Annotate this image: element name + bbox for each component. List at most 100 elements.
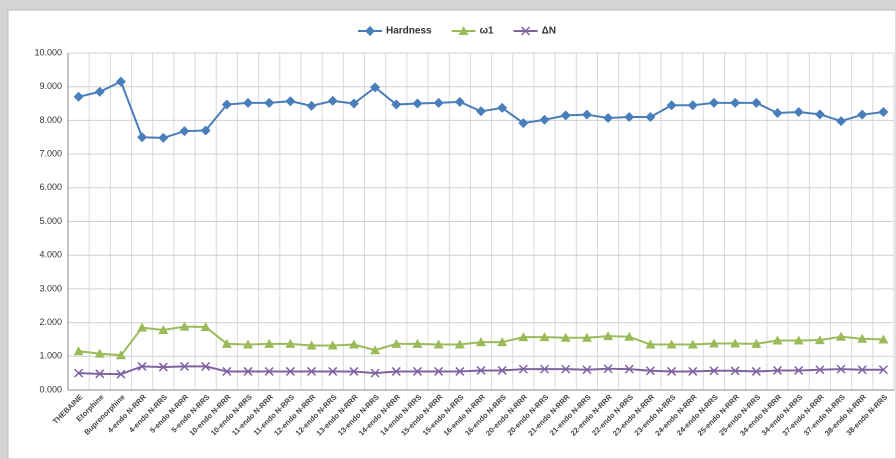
marker-triangle: [73, 346, 84, 356]
marker-triangle: [539, 332, 550, 342]
marker-diamond: [285, 96, 296, 107]
marker-diamond: [454, 96, 465, 107]
marker-cross: [688, 366, 698, 376]
marker-diamond: [793, 106, 804, 117]
marker-cross: [878, 365, 888, 375]
marker-triangle: [878, 334, 889, 344]
marker-triangle: [666, 339, 677, 349]
marker-cross: [772, 365, 783, 375]
marker-cross: [307, 366, 317, 376]
marker-cross: [857, 365, 867, 375]
marker-triangle: [391, 338, 402, 348]
y-tick-label: 3.000: [39, 283, 62, 293]
y-tick-label: 6.000: [39, 182, 62, 192]
marker-triangle: [458, 26, 469, 35]
marker-diamond: [708, 97, 719, 108]
legend-label: Hardness: [386, 26, 432, 37]
marker-triangle: [751, 338, 762, 348]
marker-diamond: [687, 100, 698, 111]
marker-diamond: [581, 109, 592, 120]
marker-diamond: [327, 95, 338, 106]
y-tick-label: 5.000: [39, 216, 62, 226]
marker-triangle: [518, 332, 529, 342]
marker-triangle: [412, 338, 423, 348]
marker-triangle: [730, 338, 741, 348]
marker-diamond: [539, 114, 550, 125]
marker-cross: [370, 368, 380, 378]
marker-triangle: [581, 332, 592, 342]
marker-triangle: [772, 335, 783, 345]
marker-diamond: [603, 113, 614, 124]
marker-diamond: [94, 86, 105, 97]
marker-diamond: [814, 109, 825, 120]
marker-triangle: [645, 339, 656, 349]
marker-triangle: [603, 331, 614, 341]
y-tick-label: 9.000: [39, 81, 62, 91]
marker-diamond: [878, 106, 889, 117]
marker-triangle: [137, 322, 148, 332]
marker-cross: [412, 366, 422, 376]
marker-triangle: [793, 335, 804, 345]
marker-triangle: [370, 345, 381, 355]
marker-diamond: [857, 109, 868, 120]
y-tick-label: 8.000: [39, 115, 62, 125]
marker-cross: [540, 364, 550, 374]
marker-triangle: [306, 340, 317, 350]
marker-diamond: [391, 99, 402, 110]
marker-triangle: [560, 332, 571, 342]
marker-cross: [645, 366, 655, 376]
marker-triangle: [454, 339, 465, 349]
marker-cross: [243, 366, 253, 376]
marker-diamond: [137, 132, 148, 143]
marker-cross: [328, 366, 338, 376]
marker-diamond: [497, 102, 508, 113]
marker-cross: [667, 366, 677, 376]
marker-triangle: [708, 338, 719, 348]
y-tick-label: 10.000: [34, 47, 62, 57]
marker-diamond: [365, 26, 375, 36]
marker-diamond: [158, 132, 169, 143]
marker-diamond: [836, 116, 847, 127]
marker-cross: [624, 364, 634, 374]
marker-cross: [179, 361, 190, 371]
y-tick-label: 0.000: [39, 384, 62, 394]
marker-cross: [264, 366, 274, 376]
marker-cross: [497, 365, 507, 375]
marker-triangle: [836, 331, 847, 341]
marker-diamond: [666, 100, 677, 111]
marker-cross: [455, 366, 465, 376]
marker-diamond: [560, 110, 571, 121]
marker-triangle: [179, 321, 190, 331]
marker-triangle: [243, 339, 254, 349]
marker-diamond: [348, 98, 359, 109]
marker-cross: [794, 365, 804, 375]
legend-label: ΔN: [542, 26, 556, 37]
marker-triangle: [285, 338, 296, 348]
marker-triangle: [476, 337, 486, 347]
marker-triangle: [857, 333, 868, 343]
marker-diamond: [115, 76, 126, 87]
y-tick-label: 1.000: [39, 351, 62, 361]
marker-diamond: [624, 112, 635, 123]
marker-triangle: [221, 338, 232, 348]
marker-triangle: [433, 339, 444, 349]
marker-diamond: [306, 100, 317, 111]
marker-diamond: [200, 125, 211, 136]
marker-cross: [116, 369, 126, 379]
marker-triangle: [158, 325, 169, 335]
marker-cross: [476, 365, 486, 375]
marker-triangle: [687, 339, 698, 349]
marker-cross: [137, 361, 147, 371]
marker-diamond: [73, 91, 84, 102]
marker-cross: [561, 364, 571, 374]
y-tick-label: 4.000: [39, 250, 62, 260]
marker-diamond: [518, 118, 529, 129]
marker-cross: [521, 26, 531, 36]
marker-diamond: [645, 112, 656, 123]
marker-diamond: [264, 97, 275, 108]
marker-cross: [74, 368, 84, 378]
marker-cross: [603, 364, 613, 374]
marker-triangle: [348, 339, 359, 349]
